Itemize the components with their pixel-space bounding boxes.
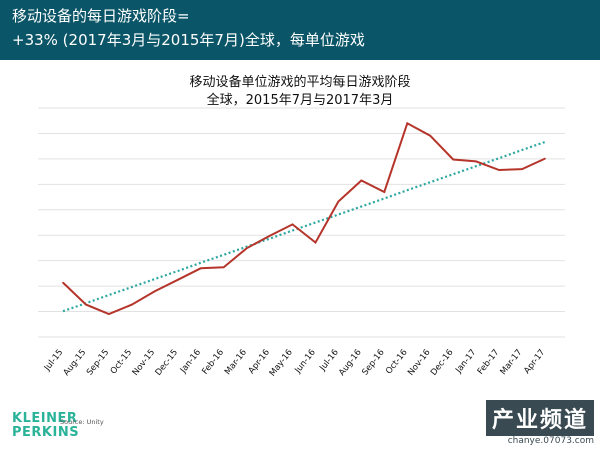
data-point [314, 241, 317, 244]
data-point [268, 235, 271, 237]
x-tick-label: Jan-16 [178, 348, 203, 376]
x-tick-label: May-16 [268, 348, 295, 379]
data-point [337, 200, 340, 203]
x-tick-label: Feb-16 [200, 348, 226, 377]
logo-line1: KLEINER [12, 411, 78, 426]
data-point [475, 160, 477, 163]
chart-title: 移动设备单位游戏的平均每日游戏阶段 [189, 75, 411, 90]
slide-header: 移动设备的每日游戏阶段= +33% (2017年3月与2015年7月)全球，每单… [0, 0, 600, 60]
data-point [62, 281, 64, 284]
data-point [131, 303, 133, 306]
x-tick-label: Feb-17 [476, 348, 502, 377]
data-point [452, 158, 454, 161]
data-point [85, 303, 87, 306]
data-point [383, 191, 386, 193]
data-point [222, 266, 225, 269]
x-tick-label: Aug-16 [337, 348, 364, 378]
data-point [154, 290, 156, 293]
data-point [498, 169, 500, 171]
chart-title-block: 移动设备单位游戏的平均每日游戏阶段 全球，2015年7月与2017年3月 [0, 74, 600, 110]
data-point [291, 223, 294, 226]
data-point [199, 267, 202, 270]
x-tick-label: Dec-15 [154, 348, 181, 378]
x-tick-label: Sep-16 [360, 348, 386, 378]
watermark-text: 产业频道 [485, 400, 594, 436]
header-title-line2: +33% (2017年3月与2015年7月)全球，每单位游戏 [12, 31, 365, 49]
data-point [360, 179, 363, 182]
x-tick-label: Jun-16 [293, 348, 318, 376]
x-tick-label: Sep-15 [85, 348, 111, 378]
data-point [429, 134, 432, 137]
x-tick-label: Mar-17 [498, 348, 524, 377]
x-tick-label: Nov-16 [406, 348, 433, 378]
watermark: 产业频道 chanye.07073.com [485, 400, 594, 446]
x-tick-label: Apr-17 [522, 348, 547, 376]
watermark-url: chanye.07073.com [507, 436, 594, 446]
x-tick-label: Aug-15 [62, 348, 89, 378]
x-tick-label: Jul-16 [317, 348, 340, 374]
kleiner-perkins-logo: KLEINER PERKINS [12, 412, 79, 440]
logo-line2: PERKINS [12, 425, 80, 440]
x-tick-label: Dec-16 [429, 348, 456, 378]
data-point [245, 247, 248, 250]
data-point [176, 278, 179, 281]
header-title-line1: 移动设备的每日游戏阶段= [12, 7, 190, 25]
x-tick-label: Jan-17 [453, 348, 478, 376]
chart-subtitle: 全球，2015年7月与2017年3月 [206, 93, 394, 108]
data-point [406, 122, 409, 125]
x-tick-label: Jul-15 [42, 348, 65, 374]
data-point [108, 313, 110, 315]
series-line-sessions [62, 121, 546, 316]
x-tick-label: Mar-16 [223, 348, 249, 377]
x-tick-label: Nov-15 [131, 348, 158, 378]
source-note: Source: Unity [60, 418, 104, 426]
data-point [521, 168, 523, 170]
data-point [544, 157, 546, 160]
line-chart: Jul-15Aug-15Sep-15Oct-15Nov-15Dec-15Jan-… [38, 107, 565, 379]
